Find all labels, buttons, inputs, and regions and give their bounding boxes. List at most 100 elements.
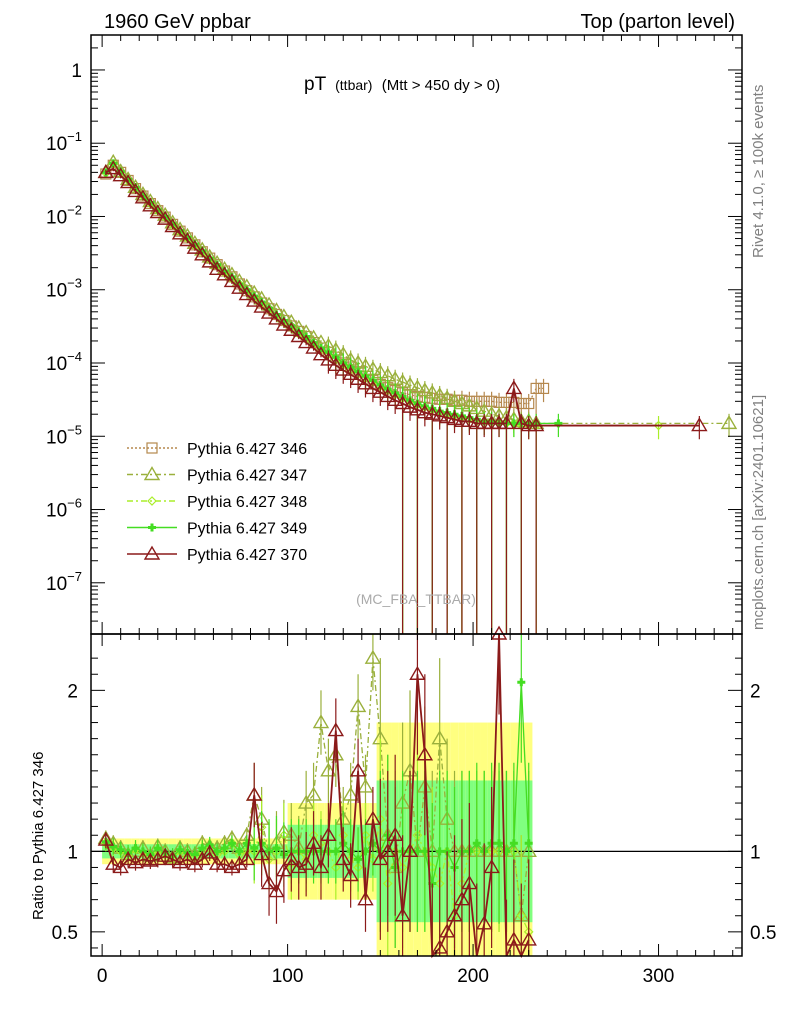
watermark: (MC_FBA_TTBAR): [356, 591, 476, 607]
data-point: [424, 405, 441, 420]
data-point: [461, 412, 478, 428]
legend-entry: Pythia 6.427 348: [127, 494, 307, 511]
ratio-point: [238, 851, 256, 866]
legend: Pythia 6.427 346 Pythia 6.427 347 Pythia 6…: [127, 441, 307, 564]
legend-marker: [143, 545, 161, 560]
ratio-point: [231, 855, 248, 870]
y-tick-label: 10−6: [46, 496, 82, 522]
legend-entry: Pythia 6.427 346: [127, 441, 307, 458]
x-tick-label: 0: [97, 966, 108, 987]
ratio-point: [372, 851, 389, 866]
data-point: [364, 380, 382, 395]
data-point: [424, 384, 441, 399]
data-point: [342, 365, 359, 381]
ratio-point: [235, 847, 244, 856]
series-line: [105, 167, 700, 427]
ratio-point: [245, 786, 263, 801]
data-point: [409, 401, 426, 416]
legend-marker: [147, 496, 157, 506]
data-point: [186, 239, 204, 254]
ratio-point: [416, 746, 434, 761]
ratio-y-tick-label-right: 0.5: [750, 923, 776, 944]
ratio-point: [524, 839, 533, 848]
ratio-point: [97, 831, 115, 846]
x-tick-label: 200: [457, 966, 489, 987]
ratio-point: [171, 854, 189, 869]
ratio-point: [453, 891, 471, 906]
data-point: [201, 253, 218, 268]
data-point: [401, 376, 419, 391]
y-tick-label: 10−7: [46, 569, 82, 595]
data-point: [245, 292, 263, 307]
y-tick-label: 1: [71, 61, 82, 82]
ratio-point: [149, 851, 166, 866]
ratio-point: [216, 855, 233, 870]
data-point: [416, 404, 434, 419]
main-frame: [90, 34, 743, 635]
data-point: [105, 160, 122, 175]
data-point: [171, 225, 189, 240]
series-line: [105, 162, 559, 425]
ratio-point: [327, 722, 345, 737]
ratio-point: [275, 862, 293, 877]
ratio-point: [312, 859, 330, 874]
data-point: [312, 346, 330, 361]
ratio-point: [153, 844, 162, 853]
header-right: Top (parton level): [580, 11, 735, 33]
ratio-point: [201, 844, 218, 859]
data-point: [691, 417, 708, 432]
data-point: [119, 174, 137, 189]
data-point: [523, 397, 535, 410]
ratio-point: [483, 859, 500, 874]
ratio-point: [227, 839, 236, 848]
data-point: [290, 328, 307, 343]
rivet-label: Rivet 4.1.0, ≥ 100k events: [750, 85, 767, 258]
mcplots-label: mcplots.cern.ch [arXiv:2401.10621]: [750, 395, 767, 630]
data-point: [283, 321, 300, 336]
data-point: [537, 382, 550, 395]
data-point: [438, 409, 456, 424]
ratio-point: [119, 851, 137, 866]
ratio-point: [357, 891, 374, 906]
legend-marker: [146, 442, 158, 454]
ratio-point: [490, 625, 508, 640]
header-left: 1960 GeV ppbar: [104, 11, 251, 33]
legend-entry: Pythia 6.427 370: [127, 545, 307, 564]
y-tick-label: 10−5: [46, 422, 82, 448]
data-point: [164, 218, 181, 233]
data-point: [349, 370, 367, 385]
ratio-point: [401, 842, 419, 858]
ratio-series-5: [97, 625, 537, 959]
data-point: [231, 279, 248, 294]
ratio-y-tick-label-right: 2: [750, 681, 761, 702]
data-point: [416, 382, 434, 397]
ratio-y-tick-label-right: 1: [750, 842, 761, 863]
ratio-y-tick-label: 1: [67, 842, 78, 863]
legend-marker: [148, 523, 156, 532]
legend-label: Pythia 6.427 370: [187, 547, 307, 564]
legend-entry: Pythia 6.427 347: [127, 466, 307, 485]
ratio-point: [116, 845, 125, 854]
legend-label: Pythia 6.427 347: [187, 468, 307, 485]
ratio-point: [446, 907, 463, 922]
ratio-point: [312, 714, 330, 729]
ratio-point: [431, 939, 448, 954]
ratio-panel: [91, 625, 742, 959]
ratio-y-tick-label: 0.5: [52, 923, 78, 944]
ratio-point: [431, 730, 448, 745]
data-point: [513, 414, 530, 430]
ratio-point: [176, 845, 185, 854]
y-tick-label: 10−2: [46, 202, 82, 228]
ratio-point: [379, 842, 396, 858]
ratio-point: [134, 851, 152, 866]
ratio-point: [320, 826, 337, 841]
ratio-point: [342, 786, 359, 801]
ratio-point: [156, 847, 174, 862]
data-point: [112, 167, 129, 182]
ratio-point: [364, 649, 382, 664]
legend-label: Pythia 6.427 346: [187, 441, 307, 458]
ratio-point: [283, 851, 300, 866]
data-point: [431, 387, 448, 402]
ratio-point: [290, 859, 307, 874]
ratio-point: [435, 847, 444, 856]
